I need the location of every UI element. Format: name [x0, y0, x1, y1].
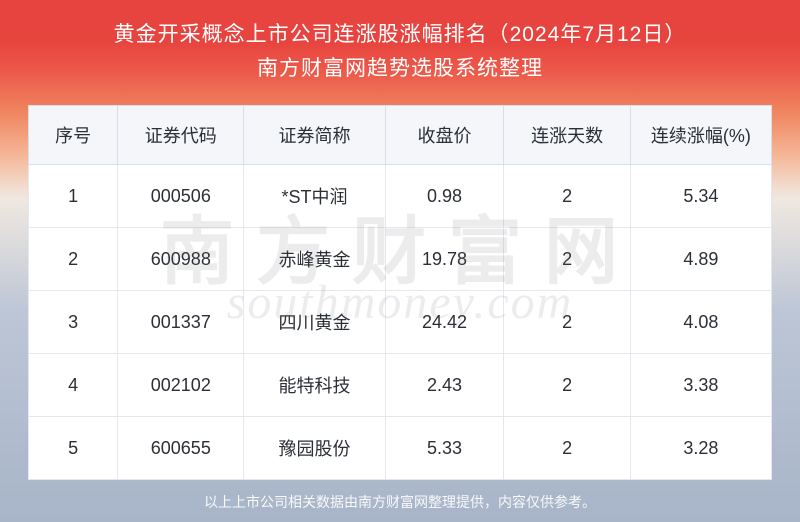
cell-code: 002102 — [118, 354, 244, 417]
cell-name: 能特科技 — [244, 354, 385, 417]
cell-index: 5 — [29, 417, 118, 480]
cell-days: 2 — [504, 228, 630, 291]
col-header-close: 收盘价 — [385, 106, 504, 165]
cell-days: 2 — [504, 417, 630, 480]
cell-index: 4 — [29, 354, 118, 417]
col-header-index: 序号 — [29, 106, 118, 165]
cell-gain: 3.28 — [630, 417, 771, 480]
table-wrapper: 序号 证券代码 证券简称 收盘价 连涨天数 连续涨幅(%) 1 000506 *… — [28, 105, 772, 480]
cell-days: 2 — [504, 291, 630, 354]
col-header-name: 证券简称 — [244, 106, 385, 165]
col-header-days: 连涨天数 — [504, 106, 630, 165]
cell-close: 24.42 — [385, 291, 504, 354]
cell-index: 2 — [29, 228, 118, 291]
table-row: 2 600988 赤峰黄金 19.78 2 4.89 — [29, 228, 772, 291]
cell-code: 600655 — [118, 417, 244, 480]
cell-name: 四川黄金 — [244, 291, 385, 354]
cell-code: 001337 — [118, 291, 244, 354]
cell-code: 600988 — [118, 228, 244, 291]
cell-code: 000506 — [118, 165, 244, 228]
table-row: 1 000506 *ST中润 0.98 2 5.34 — [29, 165, 772, 228]
cell-name: 豫园股份 — [244, 417, 385, 480]
cell-gain: 3.38 — [630, 354, 771, 417]
col-header-code: 证券代码 — [118, 106, 244, 165]
table-row: 5 600655 豫园股份 5.33 2 3.28 — [29, 417, 772, 480]
cell-name: *ST中润 — [244, 165, 385, 228]
cell-gain: 4.89 — [630, 228, 771, 291]
table-header-row: 序号 证券代码 证券简称 收盘价 连涨天数 连续涨幅(%) — [29, 106, 772, 165]
cell-close: 0.98 — [385, 165, 504, 228]
cell-close: 19.78 — [385, 228, 504, 291]
page-title: 黄金开采概念上市公司连涨股涨幅排名（2024年7月12日） — [0, 18, 800, 52]
cell-name: 赤峰黄金 — [244, 228, 385, 291]
page-subtitle: 南方财富网趋势选股系统整理 — [0, 52, 800, 86]
cell-days: 2 — [504, 354, 630, 417]
cell-close: 2.43 — [385, 354, 504, 417]
header: 黄金开采概念上市公司连涨股涨幅排名（2024年7月12日） 南方财富网趋势选股系… — [0, 0, 800, 99]
cell-days: 2 — [504, 165, 630, 228]
footnote: 以上上市公司相关数据由南方财富网整理提供，内容仅供参考。 — [0, 492, 800, 512]
cell-gain: 5.34 — [630, 165, 771, 228]
cell-close: 5.33 — [385, 417, 504, 480]
cell-index: 1 — [29, 165, 118, 228]
ranking-table: 序号 证券代码 证券简称 收盘价 连涨天数 连续涨幅(%) 1 000506 *… — [28, 105, 772, 480]
cell-index: 3 — [29, 291, 118, 354]
table-row: 4 002102 能特科技 2.43 2 3.38 — [29, 354, 772, 417]
cell-gain: 4.08 — [630, 291, 771, 354]
page-container: 黄金开采概念上市公司连涨股涨幅排名（2024年7月12日） 南方财富网趋势选股系… — [0, 0, 800, 522]
table-row: 3 001337 四川黄金 24.42 2 4.08 — [29, 291, 772, 354]
col-header-gain: 连续涨幅(%) — [630, 106, 771, 165]
